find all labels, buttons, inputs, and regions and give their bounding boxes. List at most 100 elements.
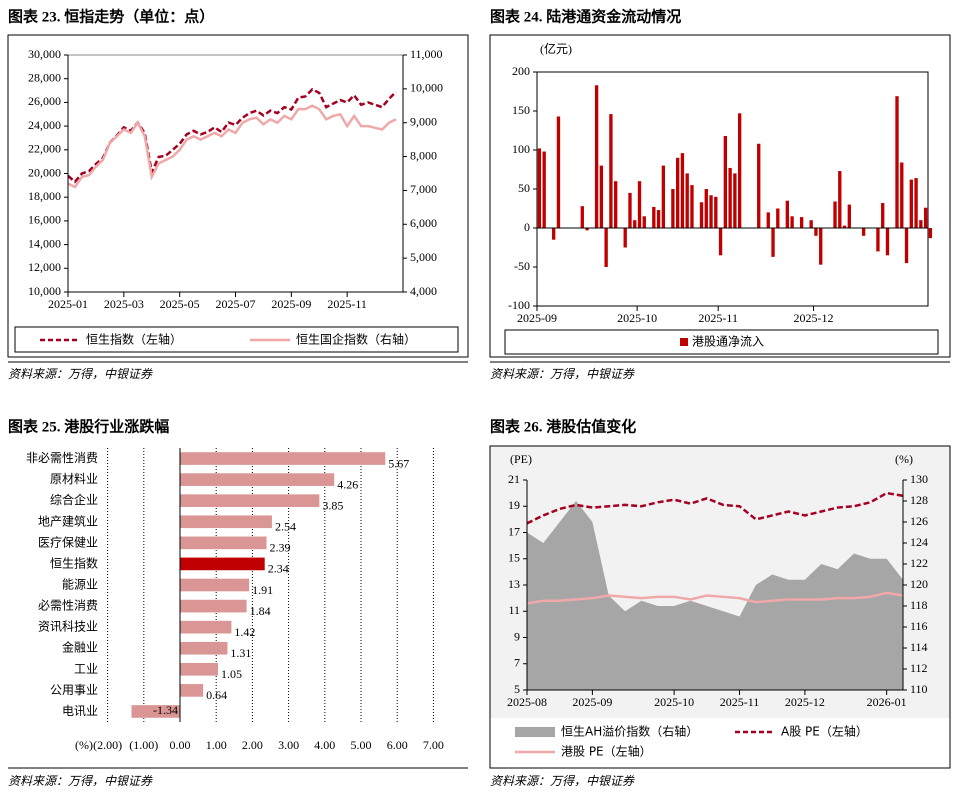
bar xyxy=(904,228,909,264)
category-label: 地产建筑业 xyxy=(38,513,98,528)
bar xyxy=(723,135,728,228)
bar xyxy=(637,181,642,228)
bar xyxy=(842,225,847,228)
y-tick-label: 11 xyxy=(508,603,520,617)
bar xyxy=(180,662,219,676)
x-tick-label: (2.00) xyxy=(93,738,122,752)
bar xyxy=(766,212,770,228)
bar xyxy=(604,228,608,267)
legend-label: 港股 PE（左轴） xyxy=(561,744,652,759)
bar xyxy=(718,228,723,256)
y-tick-label: 21 xyxy=(508,472,520,486)
bar xyxy=(180,452,386,465)
panel-frame xyxy=(7,34,469,358)
y-tick-label: 126 xyxy=(910,514,928,528)
legend-label: 港股通净流入 xyxy=(692,335,764,349)
bar xyxy=(680,153,685,228)
bar xyxy=(847,204,851,228)
bar xyxy=(180,620,232,634)
data-label: 1.91 xyxy=(252,583,273,597)
bar xyxy=(895,96,899,229)
axis-unit: (%) xyxy=(895,452,913,466)
legend-box xyxy=(504,329,939,355)
y-tick-label: 28,000 xyxy=(28,70,61,84)
bar xyxy=(776,208,780,228)
bar xyxy=(685,173,689,228)
category-label: 工业 xyxy=(74,662,98,676)
bar xyxy=(709,195,713,228)
y-tick-label: 8,000 xyxy=(410,148,437,162)
category-label: 公用事业 xyxy=(50,683,98,697)
plot-area xyxy=(67,54,404,293)
bar xyxy=(809,220,813,228)
y-tick-label: 122 xyxy=(910,556,928,570)
y-tick-label: 11,000 xyxy=(410,47,443,61)
bar xyxy=(656,210,661,228)
y-tick-label: 114 xyxy=(910,640,928,654)
bar xyxy=(771,228,775,257)
x-tick-label: 2025-03 xyxy=(104,297,144,311)
data-label: 2.34 xyxy=(268,562,289,576)
bar xyxy=(542,151,546,228)
panel-frame xyxy=(489,34,951,358)
legend-label: 恒生国企指数（右轴） xyxy=(296,332,416,347)
chart-title: 图表 26. 港股估值变化 xyxy=(490,417,636,435)
chart-title: 图表 23. 恒指走势（单位：点） xyxy=(8,7,214,25)
x-tick-label: 2025-07 xyxy=(216,297,256,311)
x-tick-label: 6.00 xyxy=(387,738,408,752)
y-tick-label: 26,000 xyxy=(28,94,61,108)
bar xyxy=(699,202,704,228)
x-tick-label: 2025-09 xyxy=(271,297,311,311)
x-tick-label: 2026-01 xyxy=(867,695,907,709)
data-label: 0.64 xyxy=(206,688,227,702)
bar xyxy=(833,201,837,228)
y-tick-label: 12,000 xyxy=(28,260,61,274)
bar xyxy=(594,85,599,228)
axis-unit: (亿元) xyxy=(540,41,572,56)
y-tick-label: 124 xyxy=(910,535,928,549)
y-tick-label: 100 xyxy=(512,142,530,156)
bar xyxy=(728,167,732,228)
y-tick-label: 6,000 xyxy=(410,216,437,230)
y-tick-label: 15 xyxy=(508,551,520,565)
bar xyxy=(785,200,790,228)
x-tick-label: 2025-09 xyxy=(517,311,557,325)
data-label: 5.67 xyxy=(388,456,409,470)
x-tick-label: 2025-10 xyxy=(617,311,657,325)
y-tick-label: 16,000 xyxy=(28,213,61,227)
y-tick-label: 116 xyxy=(910,619,928,633)
y-tick-label: 130 xyxy=(910,472,928,486)
x-tick-label: 2025-11 xyxy=(720,695,760,709)
chart-title: 图表 24. 陆港通资金流动情况 xyxy=(490,7,681,25)
category-label: 必需性消费 xyxy=(38,599,98,613)
x-tick-label: 2025-12 xyxy=(794,311,834,325)
bar xyxy=(838,171,842,228)
x-tick-label: 2.00 xyxy=(242,738,263,752)
bar xyxy=(900,162,904,228)
data-label: 1.31 xyxy=(230,646,251,660)
line xyxy=(526,491,904,525)
y-tick-label: 18,000 xyxy=(28,189,61,203)
bar xyxy=(885,228,890,256)
bar xyxy=(652,206,656,228)
y-tick-label: 20,000 xyxy=(28,165,61,179)
y-tick-label: 22,000 xyxy=(28,142,61,156)
source: 资料来源：万得，中银证券 xyxy=(8,367,153,381)
bar xyxy=(599,165,604,228)
area xyxy=(527,501,903,690)
x-tick-label: 2025-11 xyxy=(327,297,367,311)
bar xyxy=(180,599,247,613)
x-tick-label: 4.00 xyxy=(314,738,335,752)
data-label: 4.26 xyxy=(337,477,358,491)
bar xyxy=(552,228,556,240)
source: 资料来源：万得，中银证券 xyxy=(8,774,153,788)
y-tick-label: 4,000 xyxy=(410,284,437,298)
legend-swatch xyxy=(680,338,688,346)
y-tick-label: 118 xyxy=(910,598,928,612)
bar xyxy=(861,228,866,236)
y-tick-label: 19 xyxy=(508,498,520,512)
bar xyxy=(737,113,742,228)
axis-unit: (%) xyxy=(75,738,93,752)
bar xyxy=(180,536,267,550)
x-tick-label: 2025-10 xyxy=(654,695,694,709)
